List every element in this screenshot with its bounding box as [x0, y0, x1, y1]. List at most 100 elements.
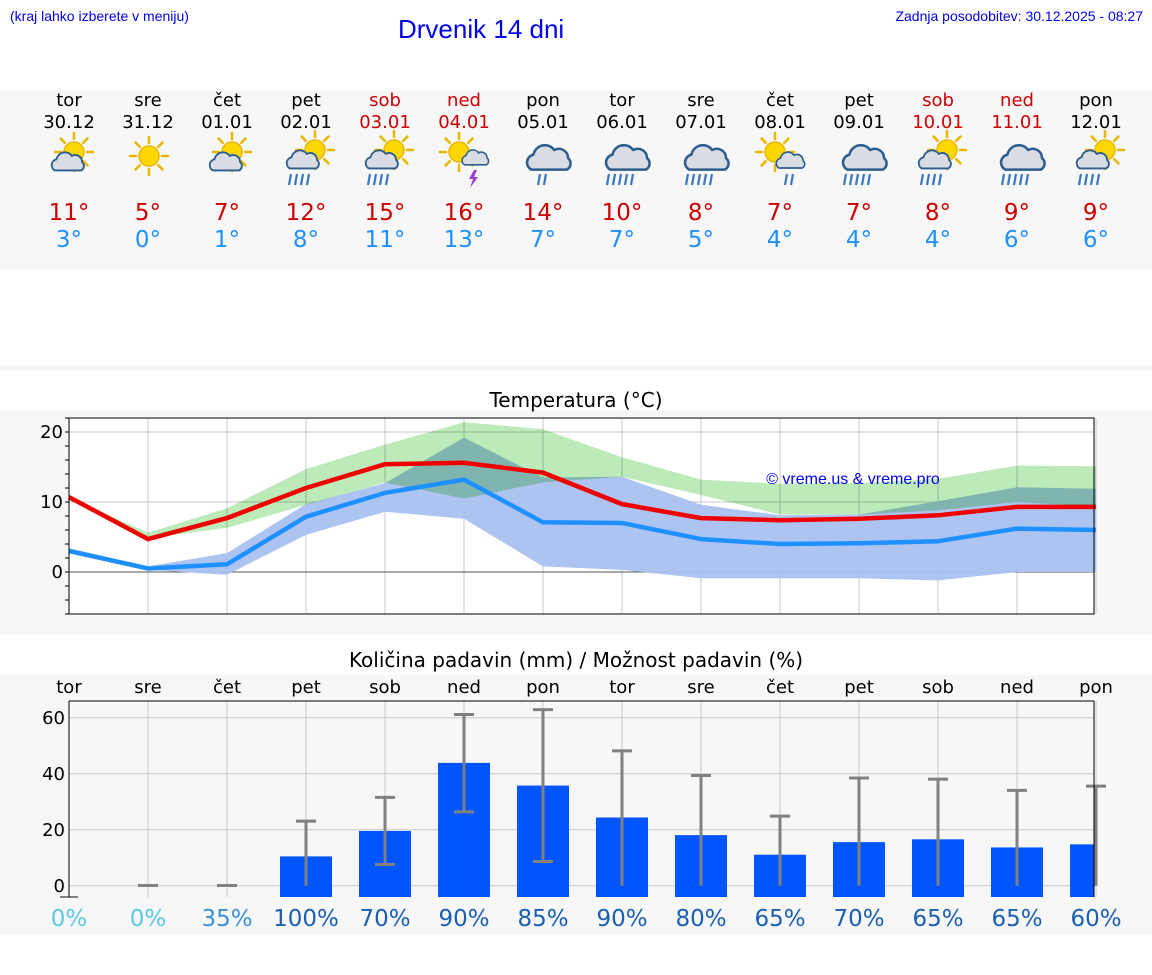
sun-rain-icon [285, 129, 335, 186]
forecast-day-name: pon [526, 90, 560, 111]
rain-drops-icon [783, 173, 794, 186]
forecast-tmax: 10° [601, 200, 643, 226]
rain-probability: 35% [201, 906, 252, 932]
forecast-tmax: 5° [134, 200, 162, 226]
partly-cloudy-icon [50, 131, 94, 173]
cloud-icon [285, 149, 320, 170]
rain-y-tick-label: 60 [42, 708, 65, 729]
rain-drops-icon [1000, 173, 1029, 186]
forecast-date: 31.12 [122, 112, 174, 133]
forecast-tmin: 7° [608, 227, 636, 253]
rain-day-label: pon [1079, 677, 1113, 698]
partly-cloudy-icon [208, 131, 252, 173]
forecast-tmax: 7° [845, 200, 873, 226]
rain-probability: 65% [912, 906, 963, 932]
forecast-date: 08.01 [754, 112, 806, 133]
rain-y-tick-label: 0 [54, 876, 65, 897]
rain-day-label: ned [1000, 677, 1034, 698]
rain-drops-icon [919, 173, 942, 186]
forecast-day-name: čet [765, 90, 795, 111]
forecast-day-name: tor [56, 90, 82, 111]
forecast-day-name: sob [922, 90, 954, 111]
rain-probability: 80% [675, 906, 726, 932]
tmin-line [68, 477, 1097, 571]
tmax-spread-band [69, 422, 1096, 539]
sun-thunder-icon [438, 131, 489, 188]
temp-y-tick-label: 0 [52, 562, 63, 583]
cloud-rain-icon [999, 143, 1046, 186]
cloud-rain-icon [604, 143, 651, 186]
rain-day-label: čet [213, 677, 241, 698]
cloud-rain-icon [841, 143, 888, 186]
sun-rain-icon [285, 129, 335, 186]
forecast-tmin: 8° [292, 227, 320, 253]
rain-probability: 0% [51, 906, 88, 932]
rain-drops-icon [287, 173, 310, 186]
sunny-icon [128, 135, 169, 177]
forecast-date: 10.01 [912, 112, 964, 133]
rain-day-label: tor [56, 677, 82, 698]
cloud-icon [50, 151, 85, 172]
cloud-icon [460, 149, 489, 166]
rain-day-label: tor [609, 677, 635, 698]
cloud-icon [1075, 149, 1110, 170]
rain-day-label: sob [369, 677, 401, 698]
cloud-icon [208, 151, 243, 172]
sun-rain-icon [364, 129, 414, 186]
sun-rain-icon [917, 129, 967, 186]
temp-y-tick-label: 10 [40, 492, 63, 513]
forecast-tmin: 11° [364, 227, 406, 253]
forecast-tmax: 14° [522, 200, 564, 226]
last-updated: Zadnja posodobitev: 30.12.2025 - 08:27 [895, 8, 1143, 24]
forecast-date: 12.01 [1070, 112, 1122, 133]
sun-cloud-light-rain-icon [754, 131, 805, 186]
forecast-date: 06.01 [596, 112, 648, 133]
forecast-day-name: pon [1079, 90, 1113, 111]
forecast-tmin: 4° [766, 227, 794, 253]
temperature-chart-title: Temperatura (°C) [489, 388, 663, 412]
tmax-line [67, 460, 1096, 542]
rain-probability: 70% [833, 906, 884, 932]
forecast-date: 03.01 [359, 112, 411, 133]
rain-day-label: sre [134, 677, 161, 698]
forecast-date: 01.01 [201, 112, 253, 133]
page-title: Drvenik 14 dni [398, 14, 565, 44]
forecast-tmin: 5° [687, 227, 715, 253]
rain-drops-icon [366, 173, 389, 186]
rain-probability: 70% [359, 906, 410, 932]
rain-probability: 65% [991, 906, 1042, 932]
forecast-tmax: 9° [1003, 200, 1031, 226]
sun-rain-icon [917, 129, 967, 186]
rain-drops-icon [684, 173, 713, 186]
sun-icon [128, 135, 169, 177]
forecast-date: 30.12 [43, 112, 95, 133]
forecast-tmin: 3° [55, 227, 83, 253]
forecast-tmax: 7° [213, 200, 241, 226]
cloud-icon [525, 143, 572, 171]
temp-y-tick-label: 20 [40, 422, 63, 443]
rain-day-label: pet [844, 677, 874, 698]
forecast-date: 02.01 [280, 112, 332, 133]
forecast-day-name: sre [687, 90, 715, 111]
sun-rain-icon [1075, 129, 1125, 186]
sunny-icon [128, 135, 169, 177]
partly-cloudy-icon [208, 131, 252, 173]
forecast-day-name: sre [134, 90, 162, 111]
rain-probability: 65% [754, 906, 805, 932]
rain-day-label: čet [766, 677, 794, 698]
forecast-tmin: 6° [1082, 227, 1110, 253]
rain-day-label: sre [687, 677, 714, 698]
rain-day-label: pet [291, 677, 321, 698]
forecast-day-name: čet [212, 90, 242, 111]
forecast-tmax: 12° [285, 200, 327, 226]
cloud-light-rain-icon [525, 143, 572, 186]
divider [0, 365, 1152, 371]
sun-cloud-light-rain-icon [754, 131, 805, 186]
forecast-tmax: 16° [443, 200, 485, 226]
forecast-tmin: 13° [443, 227, 485, 253]
forecast-day-name: pet [291, 90, 321, 111]
forecast-tmin: 6° [1003, 227, 1031, 253]
forecast-tmin: 4° [924, 227, 952, 253]
forecast-tmin: 1° [213, 227, 241, 253]
